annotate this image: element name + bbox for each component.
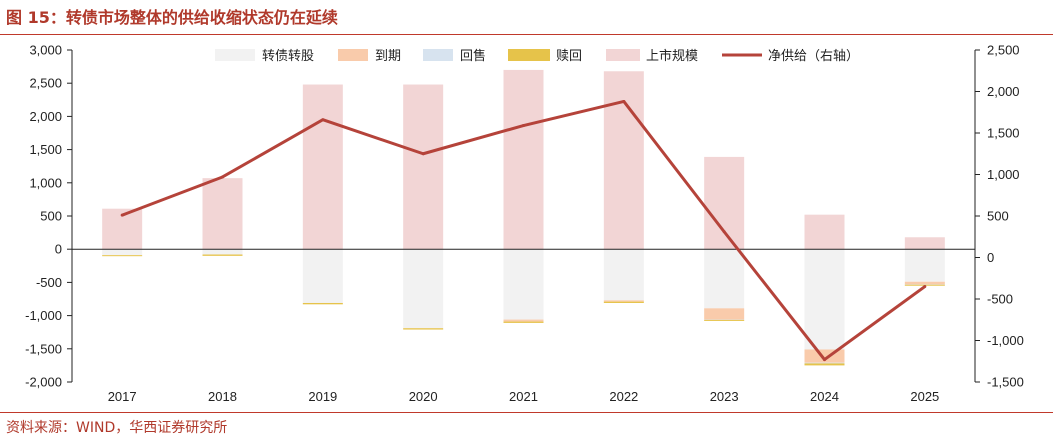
bar-conversion-2020 xyxy=(403,249,444,329)
bar-redemption-2019 xyxy=(302,302,343,305)
source-note: 资料来源：WIND，华西证券研究所 xyxy=(6,420,228,436)
left-tick-label: 2,500 xyxy=(29,76,62,91)
legend: 转债转股 到期 回售 赎回 上市规模 净供给（右轴） xyxy=(215,48,859,64)
net-supply-point-2025 xyxy=(923,285,927,289)
right-tick-label: 500 xyxy=(987,209,1009,224)
net-supply-point-2023 xyxy=(722,230,726,234)
net-supply-point-2024 xyxy=(823,358,826,362)
right-tick-label: 2,500 xyxy=(987,43,1020,58)
left-tick-label: -500 xyxy=(36,275,62,290)
supply-chart: -2,000 -1,500 -1,000 -500 0 500 1,000 1,500 2,00… xyxy=(25,43,1024,405)
net-supply-point-2019 xyxy=(321,118,325,122)
legend-label-conversion: 转债转股 xyxy=(262,49,314,64)
bar-redemption-2017 xyxy=(102,255,143,257)
bar-issuance-2022 xyxy=(603,71,644,250)
bar-issuance-2018 xyxy=(202,178,243,250)
left-tick-label: -1,000 xyxy=(25,308,62,323)
x-tick-label-2021: 2021 xyxy=(509,389,538,404)
bar-conversion-2021 xyxy=(503,249,544,320)
bar-conversion-2023 xyxy=(704,249,745,309)
x-tick-label-2025: 2025 xyxy=(910,389,939,404)
legend-label-maturity: 到期 xyxy=(375,49,401,64)
left-tick-label: 1,000 xyxy=(29,175,62,190)
net-supply-point-2020 xyxy=(421,152,425,156)
right-tick-label: -1,000 xyxy=(987,333,1024,348)
net-supply-point-2017 xyxy=(120,213,124,217)
x-tick-label-2020: 2020 xyxy=(409,389,438,404)
legend-swatch-maturity xyxy=(338,49,368,61)
bar-issuance-2023 xyxy=(704,156,745,250)
bar-maturity-2021 xyxy=(503,319,544,322)
legend-swatch-putback xyxy=(423,49,453,61)
right-tick-label: -1,500 xyxy=(987,375,1024,390)
legend-swatch-issuance xyxy=(606,49,640,61)
net-supply-point-2021 xyxy=(522,124,525,128)
bar-conversion-2022 xyxy=(603,249,644,301)
bar-redemption-2021 xyxy=(503,321,544,323)
left-tick-label: -1,500 xyxy=(25,341,62,356)
right-tick-label: 1,000 xyxy=(987,167,1020,182)
bar-redemption-2022 xyxy=(603,301,644,303)
left-tick-label: 0 xyxy=(55,242,62,257)
bar-maturity-2023 xyxy=(704,308,745,320)
bar-redemption-2018 xyxy=(202,254,243,256)
bar-conversion-2025 xyxy=(904,249,945,282)
right-tick-label: 1,500 xyxy=(987,126,1020,141)
net-supply-line-layer xyxy=(120,99,927,362)
right-tick-label: 2,000 xyxy=(987,84,1020,99)
left-tick-label: 2,000 xyxy=(29,109,62,124)
bar-issuance-2021 xyxy=(503,69,544,250)
bar-redemption-2024 xyxy=(804,363,845,366)
bar-redemption-2020 xyxy=(403,328,444,330)
bar-issuance-2019 xyxy=(302,84,343,250)
bar-conversion-2017 xyxy=(102,249,143,256)
bar-conversion-2019 xyxy=(302,249,343,303)
left-tick-label: 1,500 xyxy=(29,142,62,157)
x-tick-label-2017: 2017 xyxy=(108,389,137,404)
figure-title: 图 15：转债市场整体的供给收缩状态仍在延续 xyxy=(6,8,338,27)
x-tick-label-2022: 2022 xyxy=(609,389,638,404)
title-divider xyxy=(0,34,1053,35)
x-tick-label-2018: 2018 xyxy=(208,389,237,404)
right-tick-label: 0 xyxy=(987,250,994,265)
bars-layer xyxy=(102,69,945,366)
x-tick-label-2023: 2023 xyxy=(710,389,739,404)
x-tick-label-2019: 2019 xyxy=(308,389,337,404)
legend-swatch-redemption xyxy=(508,49,550,61)
bar-maturity-2022 xyxy=(603,300,644,302)
net-supply-point-2022 xyxy=(622,99,626,103)
legend-label-net_supply: 净供给（右轴） xyxy=(768,49,859,64)
bar-conversion-2024 xyxy=(804,249,845,350)
legend-label-redemption: 赎回 xyxy=(556,49,582,64)
left-tick-label: -2,000 xyxy=(25,375,62,390)
legend-label-issuance: 上市规模 xyxy=(646,48,698,64)
bar-issuance-2020 xyxy=(403,84,444,250)
legend-label-putback: 回售 xyxy=(460,48,486,64)
bar-redemption-2023 xyxy=(704,319,745,321)
x-tick-label-2024: 2024 xyxy=(810,389,839,404)
net-supply-point-2018 xyxy=(221,175,224,179)
bar-putback-2024 xyxy=(804,362,845,364)
bar-conversion-2018 xyxy=(202,249,243,255)
bar-issuance-2024 xyxy=(804,214,845,250)
footer-divider xyxy=(0,412,1053,413)
axes-layer: -2,000 -1,500 -1,000 -500 0 500 1,000 1,500 2,00… xyxy=(25,43,1024,405)
bar-maturity-2025 xyxy=(904,281,945,285)
right-tick-label: -500 xyxy=(987,292,1013,307)
left-tick-label: 3,000 xyxy=(29,43,62,58)
left-tick-label: 500 xyxy=(40,209,62,224)
legend-swatch-conversion xyxy=(215,49,255,61)
bar-issuance-2025 xyxy=(904,237,945,250)
